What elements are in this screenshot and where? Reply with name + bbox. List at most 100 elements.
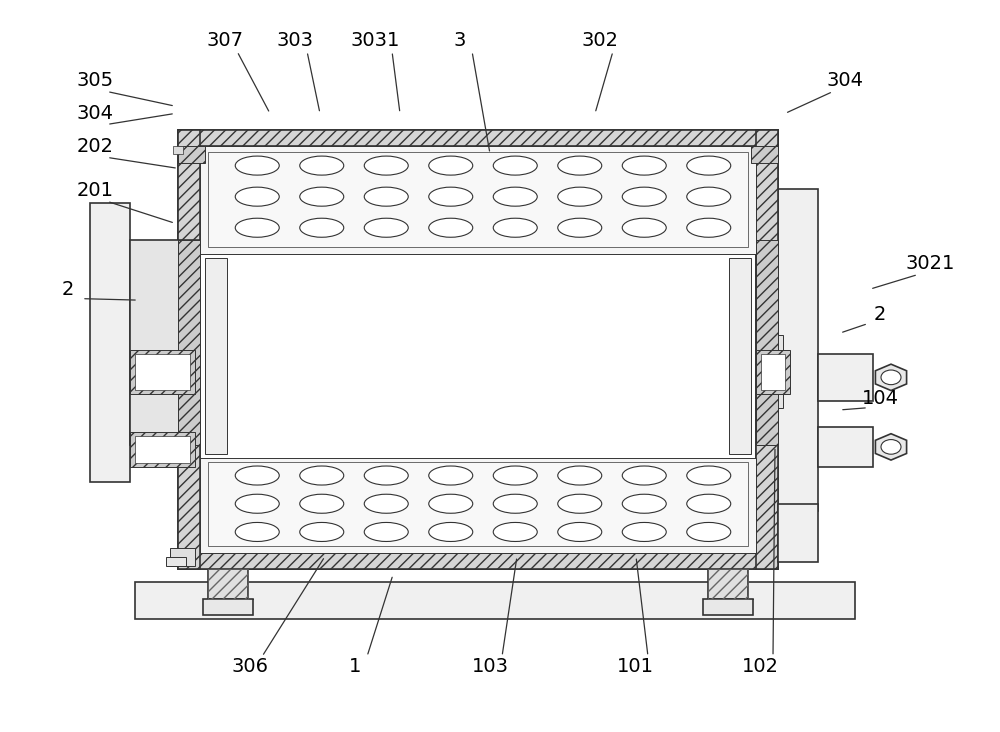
Bar	[818, 427, 873, 467]
Text: 307: 307	[207, 31, 244, 50]
Polygon shape	[875, 433, 907, 460]
Bar	[130, 350, 195, 394]
Ellipse shape	[493, 523, 537, 542]
Ellipse shape	[493, 494, 537, 513]
Bar	[170, 548, 195, 566]
Ellipse shape	[235, 523, 279, 542]
Ellipse shape	[429, 466, 473, 485]
Bar	[178, 130, 200, 569]
Text: 2: 2	[874, 305, 886, 324]
Bar	[178, 553, 778, 569]
Bar	[200, 146, 756, 254]
Bar	[178, 130, 778, 569]
Text: 1: 1	[349, 657, 361, 676]
Bar	[130, 432, 195, 467]
Bar	[773, 335, 783, 408]
Ellipse shape	[558, 187, 602, 206]
Bar	[818, 354, 873, 401]
Ellipse shape	[687, 187, 731, 206]
Ellipse shape	[235, 218, 279, 237]
Ellipse shape	[429, 187, 473, 206]
Ellipse shape	[235, 156, 279, 175]
Bar	[703, 599, 753, 615]
Text: 2: 2	[62, 280, 74, 299]
Text: 202: 202	[76, 137, 114, 156]
Bar	[756, 350, 790, 394]
Text: 101: 101	[616, 657, 654, 676]
Bar	[208, 569, 248, 599]
Bar	[90, 203, 130, 482]
Bar	[708, 569, 748, 599]
Bar	[173, 146, 183, 154]
Ellipse shape	[300, 523, 344, 542]
Ellipse shape	[429, 523, 473, 542]
Ellipse shape	[493, 466, 537, 485]
Text: 3: 3	[454, 31, 466, 50]
Bar	[135, 582, 855, 619]
Text: 304: 304	[76, 104, 114, 123]
Text: 306: 306	[232, 657, 268, 676]
Ellipse shape	[622, 494, 666, 513]
Bar	[178, 146, 205, 163]
Ellipse shape	[687, 466, 731, 485]
Ellipse shape	[493, 187, 537, 206]
Bar	[200, 458, 756, 553]
Bar	[778, 189, 818, 511]
Text: 102: 102	[742, 657, 778, 676]
Ellipse shape	[300, 156, 344, 175]
Ellipse shape	[558, 494, 602, 513]
Bar	[751, 146, 778, 163]
Polygon shape	[875, 365, 907, 391]
Text: 103: 103	[472, 657, 509, 676]
Bar	[761, 354, 785, 390]
Ellipse shape	[364, 156, 408, 175]
Ellipse shape	[364, 218, 408, 237]
Ellipse shape	[622, 523, 666, 542]
Text: 3031: 3031	[350, 31, 400, 50]
Ellipse shape	[300, 494, 344, 513]
Ellipse shape	[622, 218, 666, 237]
Ellipse shape	[687, 494, 731, 513]
Ellipse shape	[300, 218, 344, 237]
Ellipse shape	[364, 187, 408, 206]
Ellipse shape	[235, 187, 279, 206]
Bar	[200, 146, 756, 553]
Bar	[756, 130, 778, 569]
Ellipse shape	[364, 466, 408, 485]
Text: 303: 303	[276, 31, 314, 50]
Bar	[130, 240, 200, 445]
Ellipse shape	[881, 370, 901, 385]
Ellipse shape	[687, 523, 731, 542]
Text: 104: 104	[862, 389, 898, 408]
Bar	[203, 599, 253, 615]
Bar	[208, 569, 248, 599]
Bar	[756, 240, 778, 445]
Ellipse shape	[429, 156, 473, 175]
Ellipse shape	[493, 218, 537, 237]
Ellipse shape	[493, 156, 537, 175]
Ellipse shape	[300, 466, 344, 485]
Ellipse shape	[235, 494, 279, 513]
Ellipse shape	[300, 187, 344, 206]
Ellipse shape	[622, 156, 666, 175]
Text: 201: 201	[76, 181, 114, 200]
Ellipse shape	[881, 439, 901, 454]
Bar	[178, 240, 200, 445]
Bar	[708, 569, 748, 599]
Bar	[729, 258, 751, 454]
Ellipse shape	[429, 494, 473, 513]
Bar	[208, 462, 748, 546]
Ellipse shape	[558, 218, 602, 237]
Text: 3021: 3021	[905, 254, 955, 273]
Ellipse shape	[364, 494, 408, 513]
Ellipse shape	[558, 523, 602, 542]
Text: 302: 302	[582, 31, 618, 50]
Bar	[208, 152, 748, 247]
Bar	[205, 258, 227, 454]
Bar	[178, 130, 778, 146]
Bar	[778, 504, 818, 562]
Ellipse shape	[558, 156, 602, 175]
Ellipse shape	[622, 187, 666, 206]
Ellipse shape	[235, 466, 279, 485]
Bar	[135, 436, 190, 463]
